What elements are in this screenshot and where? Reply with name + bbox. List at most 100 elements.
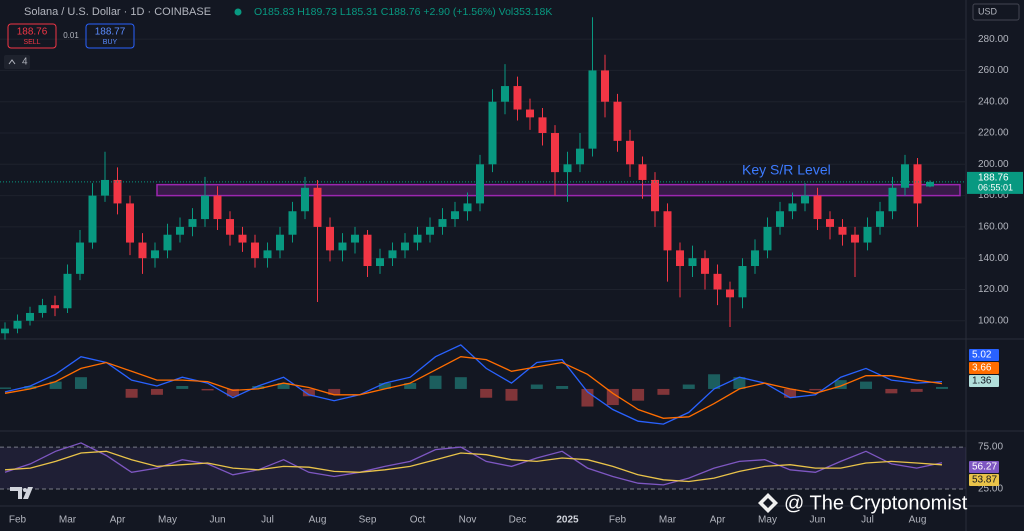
rsi-tag: 56.27 (972, 462, 997, 473)
macd-histogram-bar (885, 388, 898, 394)
candle-body (351, 234, 359, 243)
macd-histogram-bar (49, 381, 62, 389)
x-tick-label: Apr (710, 515, 726, 526)
candle-body (451, 211, 459, 220)
y-tick-label: 100.00 (978, 315, 1009, 326)
low: L185.31 (340, 6, 378, 18)
candle-body (26, 312, 34, 321)
candle-body (101, 179, 109, 196)
x-tick-label: Mar (659, 515, 677, 526)
candle-body (763, 226, 772, 251)
macd-histogram-bar (201, 388, 214, 391)
sell-label: SELL (23, 39, 40, 46)
candle-body (113, 179, 122, 204)
macd-histogram-bar (252, 386, 265, 389)
candle-body (338, 242, 347, 251)
candle-body (538, 117, 547, 134)
x-tick-label: Nov (459, 515, 477, 526)
candle-body (401, 242, 409, 251)
ohlc: O185.83 H189.73 L185.31 C188.76 +2.90 (+… (254, 6, 552, 18)
histogram-tag: 1.36 (972, 376, 992, 387)
sr-label: Key S/R Level (742, 162, 831, 178)
candle-body (551, 133, 559, 173)
volume: Vol353.18K (499, 6, 553, 18)
y-tick-label: 200.00 (978, 159, 1009, 170)
candle-body (13, 320, 22, 329)
rsi-ma-line (4, 450, 943, 483)
x-tick-label: May (158, 515, 177, 526)
candle-body (788, 203, 797, 212)
price-tag-countdown: 06:55:01 (978, 182, 1013, 192)
candle-body (176, 226, 184, 235)
buy-label: BUY (103, 39, 118, 46)
candle-body (463, 203, 472, 212)
y-tick-label: 240.00 (978, 96, 1009, 107)
macd-histogram-bar (74, 377, 87, 389)
macd-tag-bg (969, 349, 999, 361)
y-tick-label: 140.00 (978, 253, 1009, 264)
candle-body (738, 266, 747, 298)
rsi-tick-label: 75.00 (978, 442, 1003, 453)
candle-body (276, 234, 284, 251)
macd-histogram-bar (632, 388, 645, 401)
signal-tag-bg (969, 362, 999, 374)
macd-histogram-bar (809, 388, 822, 391)
macd-histogram-bar (910, 388, 923, 392)
candle-body (751, 250, 759, 267)
macd-tag: 5.02 (972, 350, 992, 361)
plot-layer: 100.00 120.00 140.00 160.00 180.00 200.00 220.… (0, 17, 1023, 526)
candle-body (76, 242, 84, 274)
macd-histogram-bar (834, 380, 847, 389)
x-tick-label: Aug (309, 515, 327, 526)
logo-dot (23, 488, 27, 492)
y-tick-label: 180.00 (978, 190, 1009, 201)
candle-body (838, 226, 847, 235)
candle-body (288, 211, 297, 235)
candle-body (151, 250, 159, 259)
x-tick-label: Feb (609, 515, 627, 526)
price-tag (967, 171, 1023, 194)
candle-body (201, 195, 209, 220)
macd-histogram-bar (936, 386, 948, 389)
indicator-toggle[interactable] (4, 55, 30, 69)
candle-body (163, 234, 172, 251)
currency-button[interactable] (972, 3, 1020, 21)
sr-zone (156, 183, 961, 197)
candle-body (1, 328, 9, 334)
currency: USD (978, 6, 998, 16)
candle-body (901, 164, 909, 188)
macd-histogram-bar (454, 377, 467, 389)
chevron-icon (8, 59, 16, 65)
candle-body (476, 164, 484, 204)
close: C188.76 (381, 6, 421, 18)
x-tick-label: Sep (359, 515, 377, 526)
rsi-tag-bg (969, 461, 999, 473)
status-dot (234, 8, 242, 16)
histogram-tag-bg (969, 375, 999, 387)
indicator-count: 4 (22, 57, 28, 68)
x-tick-label: 2025 (556, 515, 579, 526)
tv-logo (10, 487, 33, 499)
candle-body (638, 164, 647, 180)
x-tick-label: Aug (909, 515, 927, 526)
candle-body (501, 86, 509, 102)
candle-body (913, 164, 922, 204)
candle-body (888, 187, 897, 212)
spread: 0.01 (63, 31, 79, 40)
macd-histogram-bar (24, 386, 37, 389)
candle-body (301, 187, 309, 212)
macd-line (4, 344, 943, 425)
buy-button[interactable] (85, 23, 135, 49)
x-tick-label: Jul (861, 515, 874, 526)
candle-body (663, 211, 672, 251)
high: H189.73 (297, 6, 337, 18)
signal-tag: 3.66 (972, 363, 992, 374)
y-tick-label: 280.00 (978, 34, 1009, 45)
y-tick-label: 160.00 (978, 222, 1009, 233)
x-tick-label: Jul (261, 515, 274, 526)
sell-button[interactable] (7, 23, 57, 49)
open: O185.83 (254, 6, 294, 18)
candle-body (88, 195, 97, 243)
